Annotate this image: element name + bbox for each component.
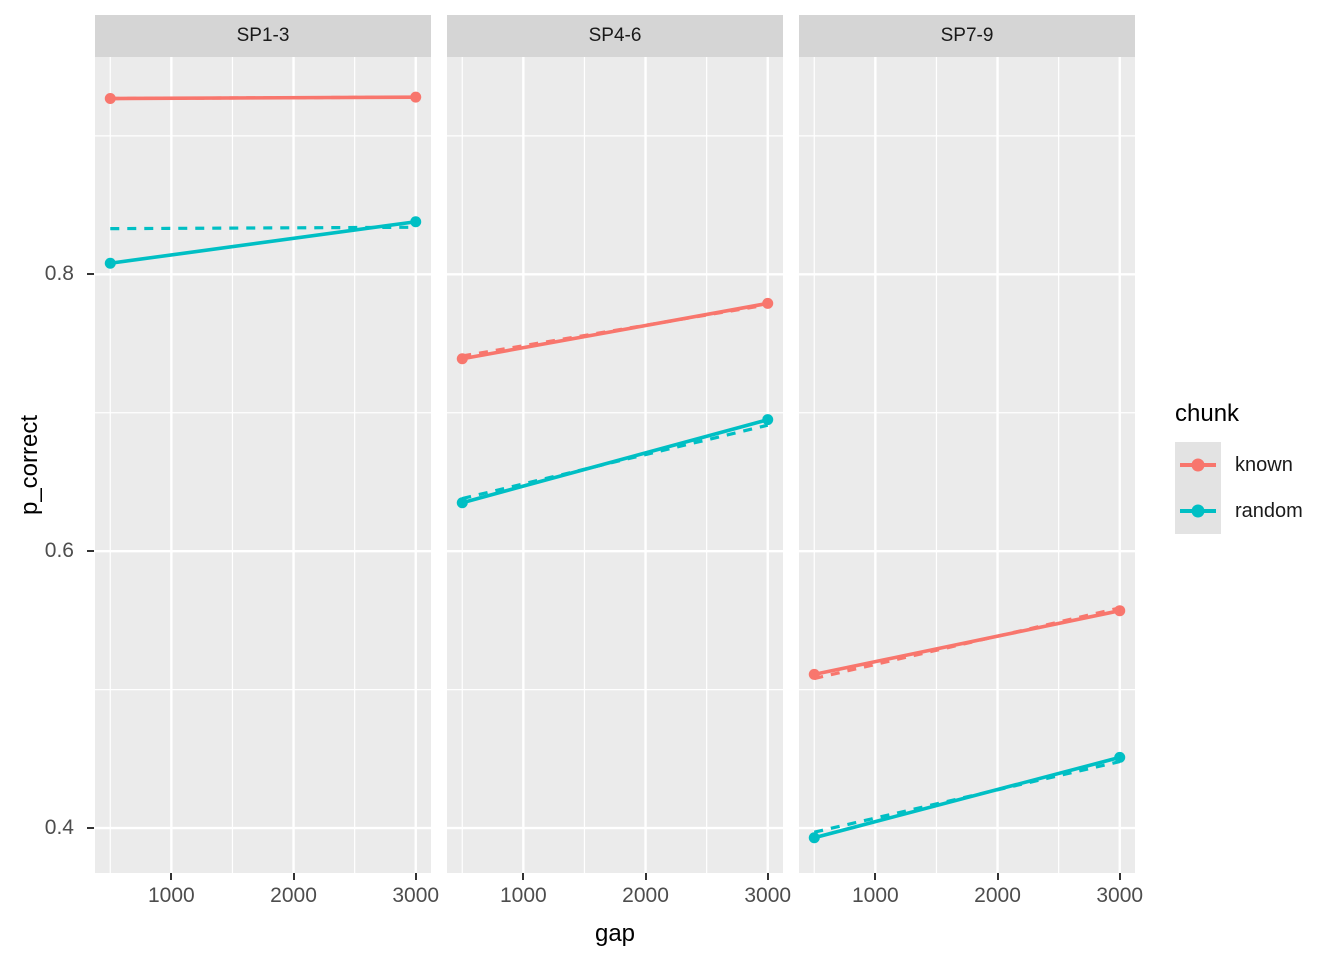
SP1-3-known-observed-line xyxy=(110,95,416,101)
SP7-9-random-point xyxy=(808,832,820,844)
x-tick-label: 1000 xyxy=(852,884,899,907)
SP7-9-known-point xyxy=(808,668,820,680)
facet-panel xyxy=(95,57,431,873)
facet-strip-label: SP7-9 xyxy=(940,25,994,46)
SP4-6-known-point xyxy=(762,297,774,309)
y-tick-label: 0.8 xyxy=(44,262,74,286)
SP4-6-random-fitted-line xyxy=(461,423,769,501)
legend-keys: known random xyxy=(1175,442,1303,534)
SP1-3-known-point xyxy=(410,91,422,103)
y-tick-mark xyxy=(87,827,94,829)
y-tick-label: 0.6 xyxy=(44,539,74,563)
x-tick-mark xyxy=(644,873,647,880)
SP7-9-known-fitted-line xyxy=(813,606,1121,681)
x-tick-mark xyxy=(292,873,295,880)
legend-label: random xyxy=(1235,499,1303,522)
SP7-9-random-fitted-line xyxy=(813,760,1121,834)
x-tick-label: 3000 xyxy=(392,884,440,907)
legend-key-swatch xyxy=(1175,442,1221,488)
x-tick-mark xyxy=(414,873,417,880)
x-tick-label: 3000 xyxy=(1096,884,1144,907)
y-tick-mark xyxy=(87,550,94,553)
facet-SP1-3: SP1-3 1000 2000 3000 xyxy=(95,15,439,907)
x-tick-mark xyxy=(170,873,173,880)
SP4-6-random-point xyxy=(762,414,774,426)
x-tick-label: 1000 xyxy=(148,884,195,907)
legend-entry-known: known xyxy=(1175,442,1303,488)
y-axis-title: p_correct xyxy=(16,414,43,516)
SP1-3-random-point xyxy=(410,216,422,228)
SP1-3-random-point xyxy=(104,257,116,269)
facet-strip: SP1-3 xyxy=(95,15,431,57)
SP1-3-random-observed-line xyxy=(110,219,416,266)
facet-SP4-6: SP4-6 1000 2000 3000 xyxy=(447,15,791,907)
legend-key-swatch xyxy=(1175,488,1221,534)
x-tick-label: 2000 xyxy=(622,884,669,907)
x-tick-mark xyxy=(874,873,877,880)
x-tick-mark xyxy=(522,873,525,880)
legend-entry-random: random xyxy=(1175,488,1303,534)
y-tick-mark xyxy=(87,273,94,276)
facet-strip-label: SP1-3 xyxy=(236,25,290,46)
x-axis-title: gap xyxy=(594,920,636,947)
legend-title: chunk xyxy=(1175,400,1240,427)
legend: chunk known random xyxy=(1175,400,1303,534)
legend-label: known xyxy=(1235,453,1293,476)
SP1-3-known-point xyxy=(104,93,116,105)
SP4-6-known-point xyxy=(456,353,468,365)
x-tick-mark xyxy=(1118,873,1121,880)
x-tick-label: 3000 xyxy=(744,884,792,907)
SP4-6-random-point xyxy=(456,497,468,509)
x-tick-label: 2000 xyxy=(270,884,317,907)
SP4-6-known-fitted-line xyxy=(462,303,768,358)
facet-SP7-9: SP7-9 1000 2000 3000 xyxy=(799,15,1143,907)
x-tick-label: 1000 xyxy=(500,884,547,907)
facet-strip: SP4-6 xyxy=(447,15,783,57)
x-tick-mark xyxy=(766,873,769,880)
facet-panel xyxy=(799,57,1135,873)
x-tick-label: 2000 xyxy=(974,884,1021,907)
SP7-9-random-point xyxy=(1114,751,1126,763)
y-tick-label: 0.4 xyxy=(44,816,74,839)
SP7-9-known-point xyxy=(1114,605,1126,617)
facet-strip: SP7-9 xyxy=(799,15,1135,57)
facet-strip-label: SP4-6 xyxy=(588,25,642,46)
x-tick-mark xyxy=(996,873,999,880)
facet-panel xyxy=(447,57,783,873)
